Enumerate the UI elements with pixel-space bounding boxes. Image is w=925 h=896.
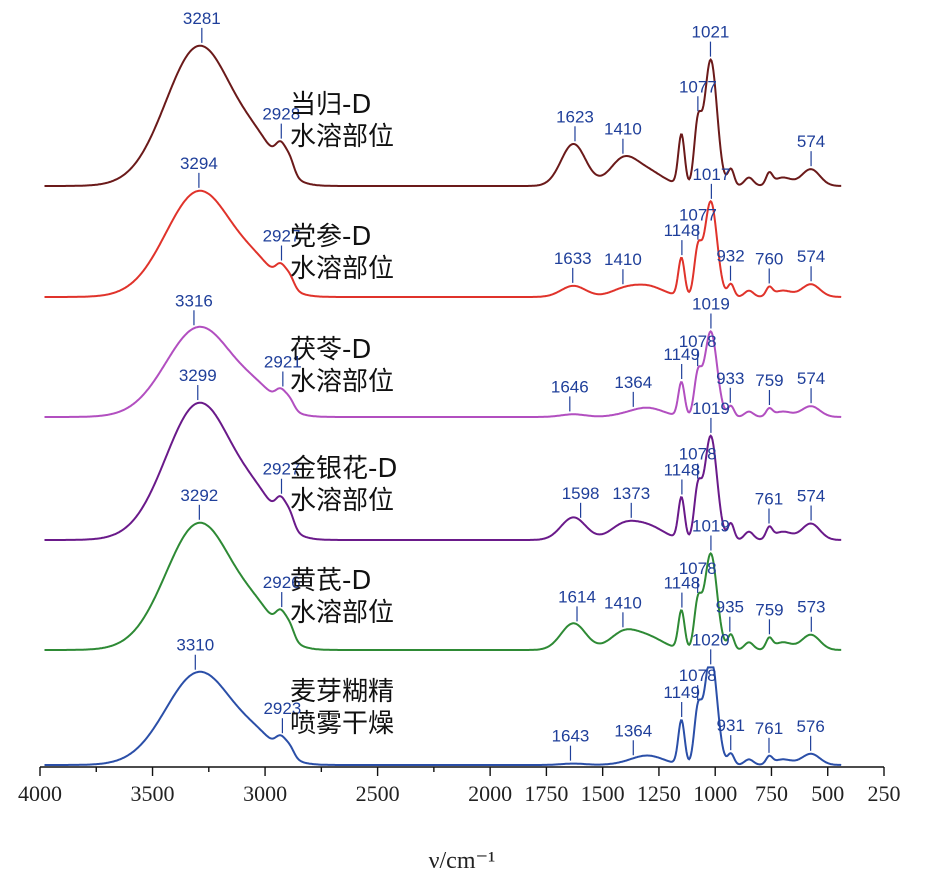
peak-label: 1021 (692, 23, 730, 42)
peak-label: 1373 (612, 484, 650, 503)
peak-label: 574 (797, 132, 825, 151)
peak-label: 1149 (663, 683, 700, 702)
peak-label: 1410 (604, 120, 642, 139)
peak-label: 1077 (679, 77, 717, 96)
peak-labels: 3281 2928 1623 1410 1077 1021 574 3294 2927 1633 1… (175, 9, 825, 746)
peak-label: 1148 (664, 460, 701, 479)
peak-label: 1020 (692, 630, 730, 649)
x-tick-label: 4000 (18, 781, 62, 806)
x-axis-label: ν/cm⁻¹ (429, 848, 496, 874)
peak-label: 1078 (679, 666, 717, 685)
spectrum-line-2 (44, 189, 842, 298)
sample-label: 党参-D 水溶部位 (290, 222, 394, 284)
peak-label: 1643 (552, 727, 590, 746)
peak-label: 1078 (679, 445, 717, 464)
x-tick-label: 3000 (243, 781, 287, 806)
x-tick-label: 2500 (356, 781, 400, 806)
spectrum-line-6 (44, 666, 842, 766)
peak-label: 574 (797, 247, 825, 266)
peak-label: 1148 (664, 221, 701, 240)
peak-label: 932 (716, 247, 744, 266)
peak-label: 3281 (183, 9, 221, 28)
peak-label: 3292 (180, 486, 218, 505)
peak-label: 3310 (176, 636, 214, 655)
peak-label: 760 (755, 249, 783, 268)
peak-label: 3316 (175, 291, 213, 310)
peak-label: 759 (755, 371, 783, 390)
spectrum-line-1 (44, 44, 842, 187)
peak-label: 759 (755, 600, 783, 619)
spectrum-line-4 (44, 401, 842, 541)
peak-label: 1078 (679, 559, 717, 578)
x-tick-label: 1500 (581, 781, 625, 806)
peak-label: 1623 (556, 107, 594, 126)
peak-label: 2926 (263, 573, 301, 592)
peak-label: 761 (755, 489, 783, 508)
sample-label: 黄芪-D 水溶部位 (290, 566, 394, 628)
peak-label: 1633 (554, 249, 592, 268)
peak-label: 935 (716, 598, 744, 617)
peak-label: 574 (797, 487, 825, 506)
peak-label: 1614 (558, 587, 596, 606)
peak-label: 761 (755, 719, 783, 738)
x-tick-label: 250 (868, 781, 901, 806)
peak-label: 933 (716, 369, 744, 388)
x-tick-label: 1750 (524, 781, 568, 806)
peak-label: 2927 (263, 227, 301, 246)
peak-label: 1017 (692, 165, 730, 184)
peak-label: 1078 (679, 332, 717, 351)
peak-label: 1646 (551, 377, 589, 396)
spectrum-line-3 (44, 325, 842, 418)
peak-label: 1019 (692, 516, 730, 535)
peak-label: 1149 (663, 345, 700, 364)
peak-label: 1148 (664, 574, 701, 593)
peak-label: 1410 (604, 593, 642, 612)
peak-leaders (193, 27, 812, 761)
peak-label: 1019 (692, 295, 730, 314)
sample-label: 茯苓-D 水溶部位 (290, 335, 394, 397)
peak-label: 1019 (692, 399, 730, 418)
spectra-curves (44, 44, 842, 766)
x-tick-label: 500 (811, 781, 844, 806)
sample-label: 麦芽糊精喷雾干燥 (290, 677, 394, 739)
peak-label: 2923 (263, 699, 301, 718)
peak-label: 1364 (614, 721, 652, 740)
x-tick-label: 3500 (131, 781, 175, 806)
peak-label: 2928 (262, 105, 300, 124)
spectrum-line-5 (44, 521, 842, 651)
peak-label: 3299 (179, 366, 217, 385)
peak-label: 574 (797, 369, 825, 388)
peak-label: 2927 (263, 460, 301, 479)
x-axis: 4000 3500 3000 2500 2000 1750 1500 1250 1000 750 5… (18, 766, 901, 806)
peak-label: 931 (717, 716, 745, 735)
sample-label: 金银花-D 水溶部位 (290, 454, 397, 516)
peak-label: 1077 (679, 206, 717, 225)
sample-label: 当归-D 水溶部位 (290, 90, 394, 152)
peak-label: 1364 (614, 373, 652, 392)
x-tick-label: 1250 (637, 781, 681, 806)
x-tick-label: 750 (755, 781, 788, 806)
x-tick-label: 2000 (468, 781, 512, 806)
peak-label: 1598 (562, 484, 600, 503)
peak-label: 2921 (264, 352, 302, 371)
peak-label: 3294 (180, 154, 218, 173)
peak-label: 1410 (604, 250, 642, 269)
peak-label: 573 (797, 598, 825, 617)
peak-label: 576 (796, 717, 824, 736)
x-tick-label: 1000 (693, 781, 737, 806)
